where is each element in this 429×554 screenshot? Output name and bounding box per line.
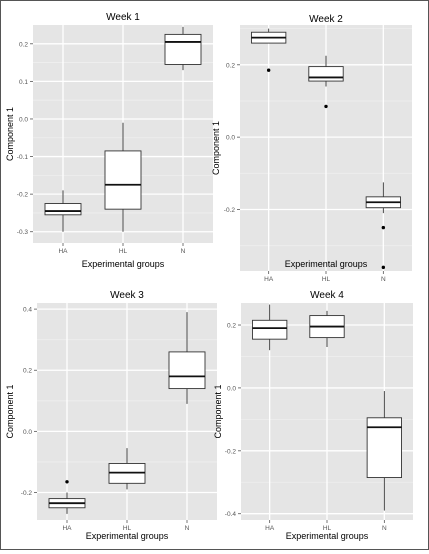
box-hl (308, 55, 344, 109)
outlier-point (266, 68, 271, 72)
chart-title: Week 2 (309, 14, 343, 25)
y-tick-label: 0.0 (19, 116, 28, 123)
x-axis-label: Experimental groups (86, 531, 169, 541)
box-n (164, 26, 202, 71)
box-ha (44, 190, 82, 232)
box-iqr (168, 351, 206, 390)
chart-panel-week-1: Week 1 Component 1 Experimental groups -… (5, 12, 213, 269)
box-hl (104, 122, 142, 232)
chart-panel-week-3: Week 3 Component 1 Experimental groups -… (5, 290, 217, 541)
outlier-point (324, 104, 328, 109)
outlier-point (381, 225, 386, 230)
y-tick-label: 0.1 (19, 79, 28, 86)
outlier-point (381, 265, 386, 270)
y-tick-label: 0.2 (227, 323, 236, 330)
y-tick-label: -0.2 (225, 448, 237, 455)
x-axis-label: Experimental groups (82, 259, 165, 269)
y-axis-label: Component 1 (211, 121, 221, 175)
x-tick-label: HL (119, 248, 128, 255)
x-tick-label: HL (323, 525, 332, 532)
box-iqr (308, 66, 344, 82)
chart-title: Week 4 (310, 290, 344, 301)
box-n (168, 312, 206, 404)
x-tick-label: HA (265, 525, 275, 532)
x-tick-label: HA (264, 276, 274, 283)
y-tick-label: 0.2 (23, 368, 32, 375)
box-iqr (252, 319, 288, 340)
box-ha (48, 480, 86, 514)
y-tick-label: -0.2 (224, 207, 236, 214)
y-tick-label: 0.0 (226, 135, 235, 142)
box-n (365, 182, 401, 270)
box-ha (251, 28, 287, 72)
y-tick-label: 0.2 (19, 41, 28, 48)
y-axis-label: Component 1 (213, 384, 223, 438)
x-tick-label: N (185, 525, 190, 532)
x-tick-label: HL (322, 276, 331, 283)
box-iqr (164, 33, 202, 65)
box-ha (252, 304, 288, 351)
chart-panel-week-4: Week 4 Component 1 Experimental groups -… (213, 290, 413, 541)
y-tick-label: 0.0 (227, 385, 236, 392)
x-tick-label: HA (62, 525, 72, 532)
y-tick-label: -0.4 (225, 511, 237, 518)
y-tick-label: -0.2 (21, 490, 33, 497)
box-iqr (44, 203, 82, 216)
box-n (366, 391, 402, 511)
outlier-point (65, 480, 69, 484)
chart-panel-week-2: Week 2 Component 1 Experimental groups -… (211, 14, 412, 283)
y-tick-label: 0.0 (23, 429, 32, 436)
box-hl (309, 310, 345, 348)
x-axis-label: Experimental groups (286, 531, 369, 541)
y-axis-label: Component 1 (5, 107, 15, 161)
y-tick-label: 0.4 (23, 307, 32, 314)
x-axis-label: Experimental groups (285, 259, 368, 269)
x-tick-label: N (181, 248, 186, 255)
chart-title: Week 3 (110, 290, 144, 301)
y-tick-label: -0.2 (17, 192, 29, 199)
y-tick-label: 0.2 (226, 62, 235, 69)
box-iqr (104, 150, 142, 210)
box-hl (108, 448, 146, 490)
x-tick-label: HA (58, 248, 68, 255)
x-tick-label: N (382, 525, 387, 532)
y-tick-label: -0.1 (17, 154, 29, 161)
chart-title: Week 1 (106, 12, 140, 23)
x-tick-label: HL (123, 525, 132, 532)
y-tick-label: -0.3 (17, 229, 29, 236)
x-tick-label: N (381, 276, 386, 283)
y-axis-label: Component 1 (5, 384, 15, 438)
